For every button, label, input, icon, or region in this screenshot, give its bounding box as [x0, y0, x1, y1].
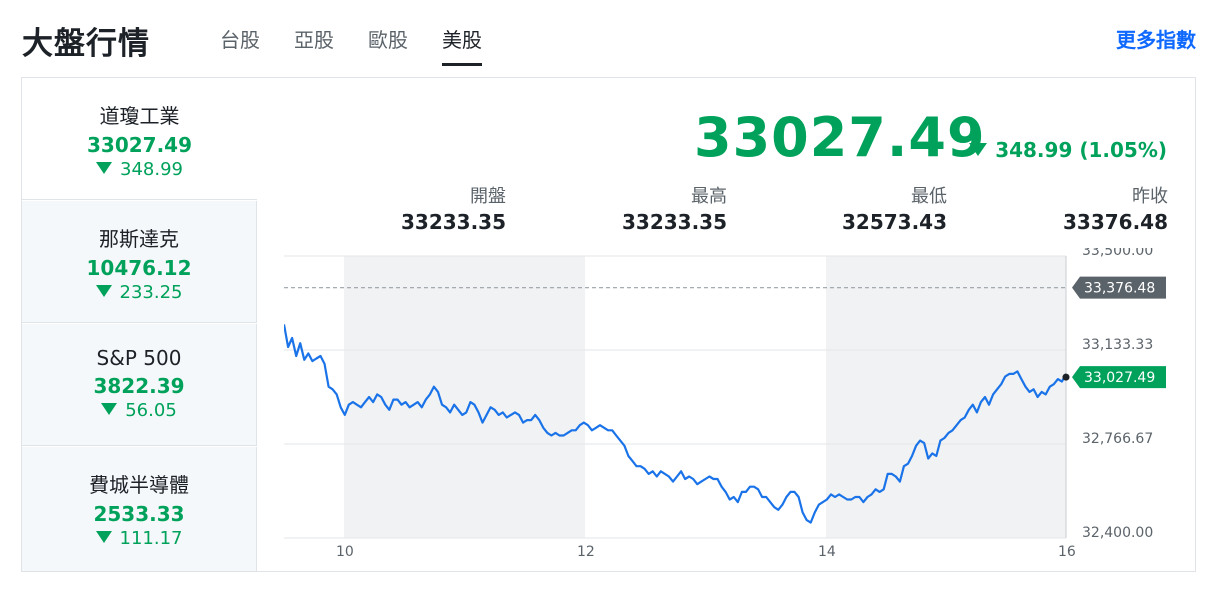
last-value-label: 33,027.49 — [1084, 370, 1155, 386]
down-triangle-icon — [96, 162, 112, 174]
down-triangle-icon — [969, 143, 988, 156]
stat-label: 昨收 — [1132, 186, 1168, 207]
stat-open: 開盤 33233.35 — [306, 182, 506, 234]
price-change: 348.99 (1.05%) — [969, 138, 1167, 162]
prev-close-badge — [1072, 276, 1166, 299]
index-change: 348.99 — [22, 159, 257, 180]
index-value: 2533.33 — [93, 502, 185, 526]
current-price: 33027.49 — [694, 106, 986, 169]
x-tick-label: 12 — [577, 544, 595, 560]
stat-value: 33376.48 — [1062, 210, 1168, 234]
stat-label: 開盤 — [470, 186, 506, 207]
index-value: 10476.12 — [86, 256, 192, 280]
market-panel: 道瓊工業 33027.49 348.99 那斯達克 10476.12 233.2… — [21, 77, 1196, 572]
x-tick-label: 16 — [1058, 544, 1076, 560]
index-intraday-chart[interactable]: 33,500.00 33,133.33 32,766.67 32,400.00 10 12… — [284, 248, 1190, 564]
sidebar-item-nasdaq[interactable]: 那斯達克 10476.12 233.25 — [22, 201, 257, 323]
index-name: 費城半導體 — [89, 473, 189, 497]
more-indices-link[interactable]: 更多指數 — [1116, 28, 1196, 52]
index-name: S&P 500 — [96, 346, 182, 370]
stat-prev-close: 昨收 33376.48 — [968, 182, 1168, 234]
sidebar-item-sox[interactable]: 費城半導體 2533.33 111.17 — [22, 447, 257, 571]
tab-taiwan[interactable]: 台股 — [220, 28, 260, 52]
index-change-value: 111.17 — [119, 528, 183, 549]
stat-value: 33233.35 — [400, 210, 506, 234]
index-change: 111.17 — [22, 528, 256, 549]
tab-asia[interactable]: 亞股 — [294, 28, 334, 52]
shaded-band — [344, 256, 585, 538]
index-sidebar: 道瓊工業 33027.49 348.99 那斯達克 10476.12 233.2… — [22, 78, 257, 571]
series-line — [284, 324, 1067, 524]
index-name: 那斯達克 — [99, 227, 179, 251]
index-change-value: 233.25 — [119, 282, 183, 303]
index-name: 道瓊工業 — [99, 104, 180, 128]
index-change-value: 348.99 — [120, 159, 183, 180]
index-change: 233.25 — [22, 282, 256, 303]
sidebar-item-dow[interactable]: 道瓊工業 33027.49 348.99 — [22, 78, 257, 200]
market-tabs: 台股 亞股 歐股 美股 — [220, 24, 516, 66]
last-value-badge — [1072, 366, 1166, 389]
stat-label: 最高 — [691, 186, 727, 207]
y-tick-label: 33,133.33 — [1082, 337, 1153, 353]
price-change-value: 348.99 (1.05%) — [995, 138, 1167, 162]
shaded-band — [826, 256, 1066, 538]
tab-us[interactable]: 美股 — [442, 24, 482, 66]
down-triangle-icon — [101, 403, 118, 415]
index-change-value: 56.05 — [125, 400, 177, 421]
stat-value: 33233.35 — [621, 210, 727, 234]
down-triangle-icon — [95, 531, 112, 543]
sidebar-item-sp500[interactable]: S&P 500 3822.39 56.05 — [22, 324, 257, 446]
y-tick-label: 32,400.00 — [1082, 525, 1153, 541]
index-change: 56.05 — [22, 400, 256, 421]
prev-close-label: 33,376.48 — [1084, 281, 1155, 297]
index-value: 3822.39 — [93, 374, 185, 398]
stat-high: 最高 33233.35 — [527, 182, 727, 234]
tab-europe[interactable]: 歐股 — [368, 28, 408, 52]
down-triangle-icon — [95, 285, 112, 297]
y-tick-label: 32,766.67 — [1082, 431, 1153, 447]
stat-label: 最低 — [911, 186, 947, 207]
market-header: 大盤行情 台股 亞股 歐股 美股 更多指數 — [0, 0, 1218, 70]
stat-value: 32573.43 — [841, 210, 947, 234]
last-value-dot — [1062, 373, 1070, 381]
x-tick-label: 10 — [336, 544, 354, 560]
page-title: 大盤行情 — [22, 26, 150, 62]
index-value: 33027.49 — [86, 133, 192, 157]
x-tick-label: 14 — [818, 544, 836, 560]
stat-low: 最低 32573.43 — [747, 182, 947, 234]
y-tick-label: 33,500.00 — [1082, 248, 1153, 259]
